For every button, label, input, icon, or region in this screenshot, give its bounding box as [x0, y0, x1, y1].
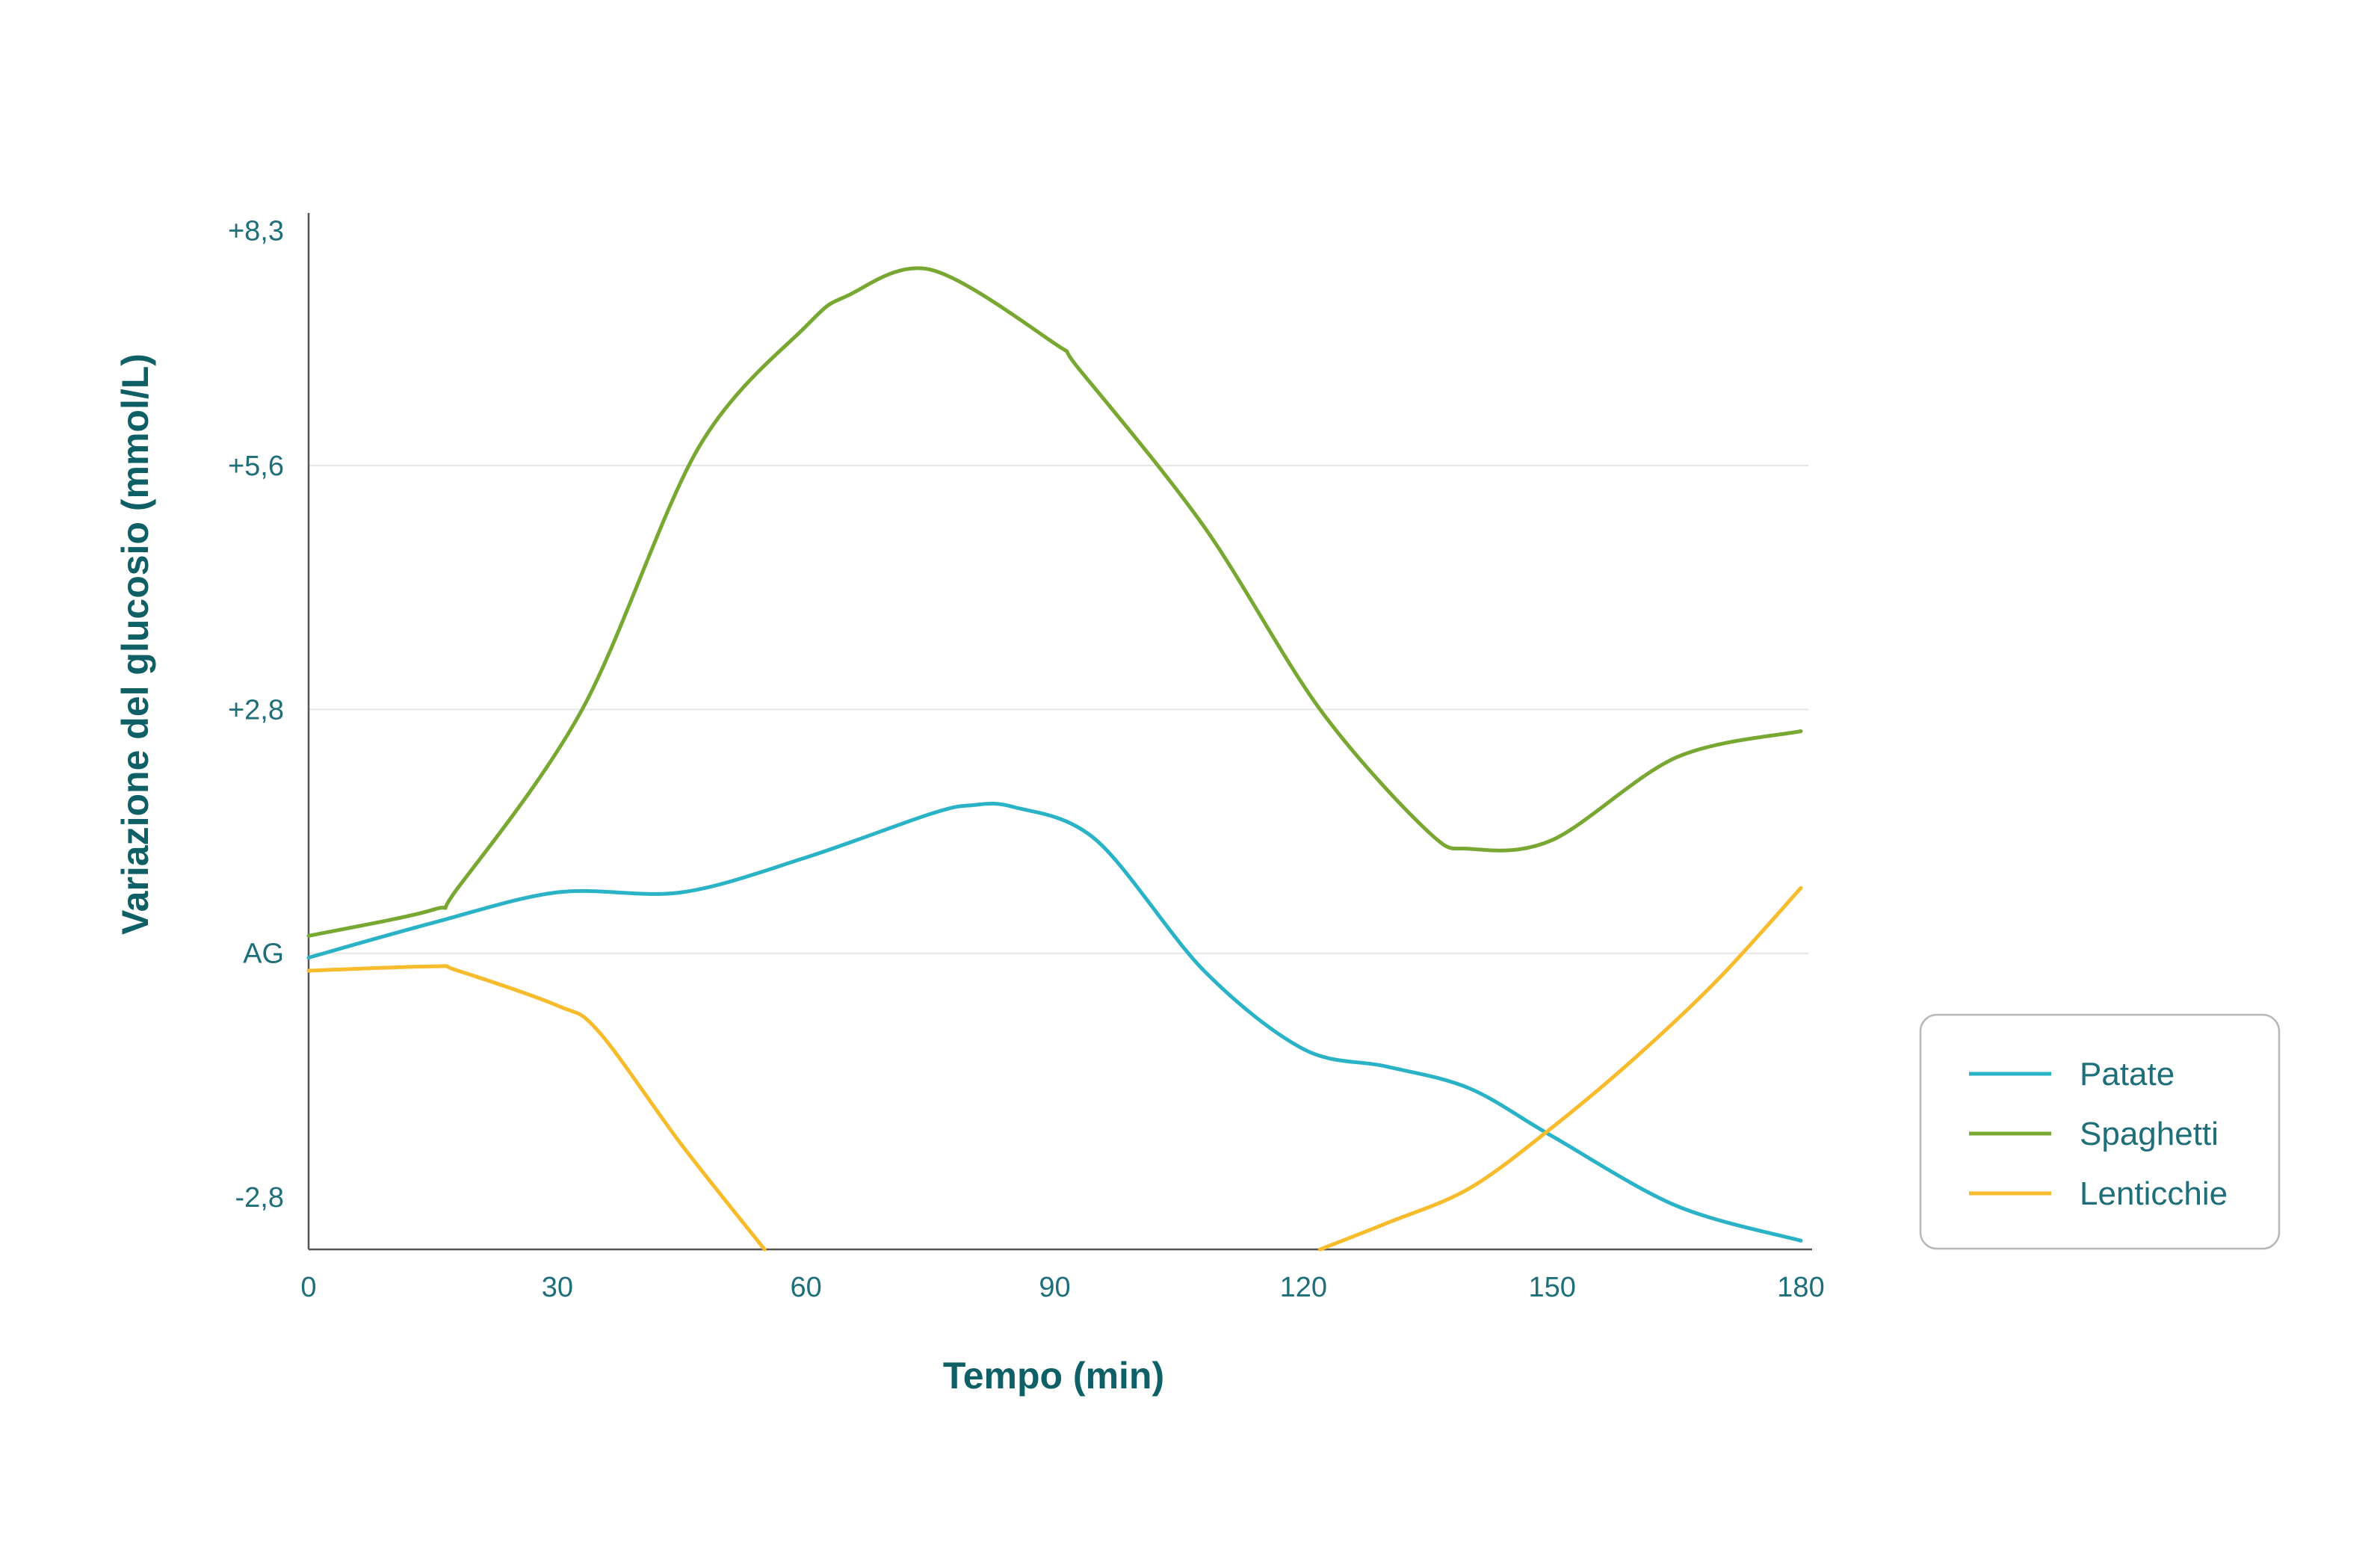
- legend-label-patate: Patate: [2080, 1056, 2175, 1092]
- gridlines: [309, 465, 1808, 954]
- x-tick-label: 150: [1528, 1272, 1575, 1303]
- legend-label-spaghetti: Spaghetti: [2080, 1116, 2219, 1152]
- x-tick-label: 60: [791, 1272, 822, 1303]
- legend: Patate Spaghetti Lenticchie: [1919, 1013, 2281, 1250]
- x-tick-labels: 0 30 60 90 120 150 180: [300, 1272, 1824, 1303]
- x-tick-label: 180: [1777, 1272, 1824, 1303]
- axes: [307, 213, 1812, 1251]
- x-tick-label: 120: [1280, 1272, 1327, 1303]
- x-tick-label: 30: [542, 1272, 573, 1303]
- series-lines: [306, 266, 1803, 1252]
- x-axis-title: Tempo (min): [943, 1355, 1164, 1397]
- series-line-spaghetti: [306, 266, 1803, 938]
- y-tick-label: +2,8: [228, 694, 284, 726]
- y-tick-labels: +8,3 +5,6 +2,8 AG -2,8: [228, 215, 284, 1214]
- y-tick-label: +8,3: [228, 215, 284, 247]
- y-tick-label: +5,6: [228, 451, 284, 482]
- legend-label-lenticchie: Lenticchie: [2080, 1175, 2228, 1212]
- x-tick-label: 0: [300, 1272, 316, 1303]
- series-line-lenticchie: [1318, 885, 1803, 1252]
- y-axis-title: Variazione del glucosio (mmol/L): [114, 353, 156, 935]
- series-line-lenticchie: [306, 964, 767, 1252]
- y-tick-label: -2,8: [235, 1182, 284, 1214]
- x-tick-label: 90: [1039, 1272, 1070, 1303]
- series-line-patate: [306, 801, 1803, 1243]
- y-tick-label: AG: [243, 939, 284, 970]
- legend-items: Patate Spaghetti Lenticchie: [1969, 1056, 2228, 1212]
